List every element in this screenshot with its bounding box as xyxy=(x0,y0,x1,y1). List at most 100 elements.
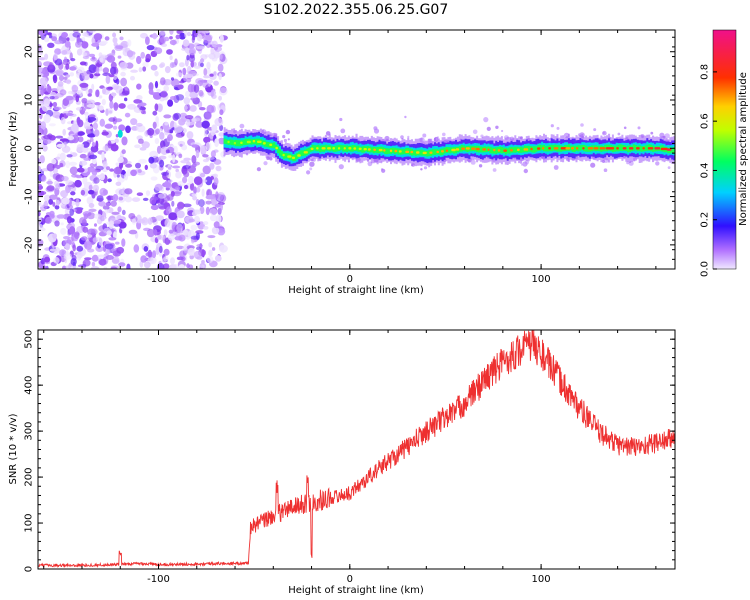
spectrogram-y-tick-label: 20 xyxy=(24,45,35,58)
spectrogram-faint-dot xyxy=(381,168,386,173)
spectrogram-faint-dot xyxy=(282,135,286,139)
spectrogram-faint-dot xyxy=(664,133,670,139)
spectrogram-noise-blob xyxy=(77,131,86,136)
spectrogram-noise-blob xyxy=(182,165,191,170)
spectrogram-noise-blob xyxy=(55,135,64,139)
spectrogram-y-tick-label: -20 xyxy=(24,237,35,253)
spectrogram-noise-blob xyxy=(189,47,196,56)
spectrogram-faint-dot xyxy=(263,161,268,166)
spectrogram-noise-blob xyxy=(104,243,114,250)
spectrogram-noise-blob xyxy=(94,73,101,77)
spectrogram-noise-blob xyxy=(116,78,120,85)
spectrogram-noise-blob xyxy=(118,221,127,229)
spectrogram-y-label: Frequency (Hz) xyxy=(8,111,19,187)
spectrogram-track-peak xyxy=(629,147,634,150)
spectrogram-faint-dot xyxy=(340,128,346,134)
spectrogram-track-peak xyxy=(383,149,386,152)
spectrogram-faint-dot xyxy=(617,132,621,136)
spectrogram-noise-blob xyxy=(205,206,210,216)
spectrogram-noise-blob xyxy=(195,78,205,85)
spectrogram-noise-blob xyxy=(133,244,140,253)
spectrogram-noise-blob xyxy=(130,69,139,73)
spectrogram-noise-blob xyxy=(51,111,61,118)
spectrogram-noise-blob xyxy=(61,197,70,205)
spectrogram-noise-blob xyxy=(176,210,185,219)
spectrogram-noise-blob xyxy=(107,178,112,183)
spectrogram-noise-blob xyxy=(110,66,117,75)
spectrogram-noise-blob xyxy=(83,213,89,220)
spectrogram-noise-blob xyxy=(102,145,110,152)
spectrogram-noise-blob xyxy=(82,55,90,60)
spectrogram-noise-blob xyxy=(60,227,67,235)
spectrogram-faint-dot xyxy=(556,126,560,130)
spectrogram-noise-blob xyxy=(105,255,114,260)
spectrogram-noise-blob xyxy=(213,80,219,86)
spectrogram-noise-blob xyxy=(59,152,66,161)
spectrogram-noise-blob xyxy=(184,47,190,54)
spectrogram-noise-blob xyxy=(136,83,142,90)
spectrogram-noise-blob xyxy=(189,91,199,99)
spectrogram-track-peak xyxy=(269,143,273,146)
spectrogram-noise-blob xyxy=(118,196,124,201)
spectrogram-track-peak xyxy=(405,150,410,153)
spectrogram-noise-blob xyxy=(154,183,163,191)
spectrogram-noise-blob xyxy=(161,171,169,176)
snr-x-label: Height of straight line (km) xyxy=(288,585,424,596)
spectrogram-noise-blob xyxy=(196,45,205,50)
spectrogram-noise-blob xyxy=(121,187,126,196)
spectrogram-noise-blob xyxy=(102,161,108,169)
spectrogram-faint-dot xyxy=(550,124,554,128)
spectrogram-noise-blob xyxy=(193,84,200,93)
spectrogram-noise-blob xyxy=(98,95,103,99)
spectrogram-noise-blob xyxy=(87,166,96,173)
spectrogram-noise-blob xyxy=(111,92,117,97)
spectrogram-noise-blob xyxy=(118,262,126,267)
spectrogram-noise-blob xyxy=(148,156,155,164)
spectrogram-faint-dot xyxy=(523,168,528,174)
spectrogram-faint-dot xyxy=(309,161,315,167)
spectrogram-noise-blob xyxy=(53,106,62,111)
spectrogram-noise-blob xyxy=(109,100,114,109)
spectrogram-track-peak xyxy=(297,154,301,157)
snr-y-tick-label: 500 xyxy=(24,330,35,349)
spectrogram-noise-blob xyxy=(215,165,222,172)
spectrogram-noise-blob xyxy=(77,66,85,74)
spectrogram-track-peak xyxy=(398,150,402,153)
chart-title: S102.2022.355.06.25.G07 xyxy=(264,2,449,18)
spectrogram-noise-blob xyxy=(50,88,59,92)
spectrogram-noise-blob xyxy=(70,258,77,266)
spectrogram-noise-blob xyxy=(142,197,149,201)
spectrogram-noise-blob xyxy=(49,248,58,252)
spectrogram-noise-blob xyxy=(88,154,98,160)
spectrogram-track-peak xyxy=(497,149,501,152)
spectrogram-noise-blob xyxy=(59,138,69,142)
spectrogram-noise-blob xyxy=(91,254,99,262)
colorbar-tick-label: 0.4 xyxy=(700,162,711,178)
spectrogram-noise-blob xyxy=(76,245,84,252)
spectrogram-noise-blob xyxy=(143,261,151,269)
colorbar: 0.0 0.2 0.4 0.6 0.8 Normalized spectral ampl… xyxy=(700,29,749,277)
spectrogram-noise-blob xyxy=(170,77,175,81)
spectrogram-noise-blob xyxy=(182,203,192,208)
spectrogram-noise-blob xyxy=(142,61,149,68)
spectrogram-noise-blob xyxy=(203,34,213,44)
spectrogram-noise-blob xyxy=(114,138,119,143)
spectrogram-faint-dot xyxy=(404,115,407,119)
spectrogram-noise-blob xyxy=(54,40,63,45)
spectrogram-track-peak xyxy=(451,148,456,152)
spectrogram-noise-blob xyxy=(211,247,216,251)
spectrogram-faint-dot xyxy=(593,128,597,132)
spectrogram-noise-blob xyxy=(158,245,163,254)
spectrogram-noise-blob xyxy=(102,87,106,95)
spectrogram-track-peak xyxy=(332,147,335,150)
spectrogram-track-peak xyxy=(429,151,433,154)
spectrogram-noise-blob xyxy=(52,74,57,81)
spectrogram-noise-blob xyxy=(75,107,82,111)
spectrogram-noise-blob xyxy=(208,242,213,248)
spectrogram-noise-blob xyxy=(111,211,120,215)
spectrogram-noise-blob xyxy=(72,32,81,38)
spectrogram-noise-blob xyxy=(117,55,122,59)
spectrogram-noise-blob xyxy=(147,249,152,258)
spectrogram-noise-blob xyxy=(61,145,71,153)
spectrogram-noise-blob xyxy=(160,146,169,155)
